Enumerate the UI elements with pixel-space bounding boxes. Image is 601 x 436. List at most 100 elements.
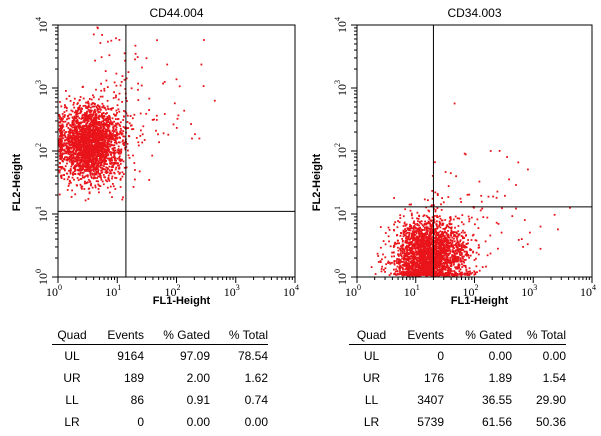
- event-dot: [93, 163, 96, 165]
- event-dot: [119, 163, 122, 165]
- event-dot: [411, 214, 413, 217]
- event-dot: [98, 143, 101, 146]
- event-dot: [58, 137, 61, 140]
- event-dot: [409, 209, 412, 212]
- event-dot: [82, 166, 85, 168]
- event-dot: [162, 82, 164, 85]
- event-dot: [142, 125, 145, 128]
- event-dot: [103, 168, 105, 171]
- event-dot: [462, 223, 465, 226]
- event-dot: [166, 63, 169, 66]
- event-dot: [430, 246, 432, 249]
- left-plot-panel: CD44.004 100 101 102 103 104 100 101 102 103 104 FL…: [0, 0, 300, 436]
- event-dot: [65, 152, 67, 155]
- event-dot: [82, 125, 84, 127]
- event-dot: [107, 150, 110, 152]
- event-dot: [388, 274, 391, 276]
- event-dot: [433, 228, 436, 231]
- event-dot: [58, 139, 61, 142]
- event-dot: [454, 250, 457, 253]
- event-dot: [83, 157, 85, 159]
- event-dot: [122, 130, 125, 133]
- event-dot: [71, 189, 73, 192]
- event-dot: [76, 162, 78, 165]
- event-dot: [105, 166, 108, 169]
- event-dot: [91, 151, 94, 154]
- event-dot: [106, 117, 109, 120]
- event-dot: [73, 118, 75, 120]
- event-dot: [421, 250, 424, 253]
- event-dot: [115, 166, 118, 169]
- event-dot: [104, 70, 107, 72]
- event-dot: [110, 158, 113, 161]
- event-dot: [63, 129, 65, 132]
- event-dot: [73, 148, 76, 151]
- event-dot: [77, 115, 79, 118]
- event-dot: [455, 255, 457, 258]
- event-dot: [114, 125, 117, 127]
- event-dot: [90, 129, 93, 132]
- event-dot: [434, 215, 436, 217]
- event-dot: [102, 160, 105, 163]
- axis-ticks: [52, 24, 296, 283]
- event-dot: [128, 157, 131, 159]
- event-dot: [77, 136, 80, 138]
- event-dot: [85, 136, 88, 139]
- event-dot: [113, 156, 115, 159]
- event-dot: [420, 258, 422, 261]
- event-dot: [75, 117, 78, 120]
- event-dot: [416, 250, 419, 253]
- event-dot: [413, 247, 416, 249]
- event-dot: [75, 129, 78, 132]
- event-dot: [117, 145, 120, 148]
- event-dot: [443, 254, 446, 257]
- event-dot: [434, 229, 437, 232]
- event-dot: [103, 115, 106, 117]
- event-dot: [108, 140, 111, 143]
- event-dot: [92, 127, 95, 130]
- event-dot: [404, 273, 406, 275]
- event-dot: [413, 234, 416, 237]
- event-dot: [69, 172, 72, 175]
- event-dot: [105, 163, 108, 165]
- event-dot: [103, 156, 106, 159]
- event-dot: [105, 172, 108, 174]
- event-dot: [448, 236, 451, 239]
- event-dot: [88, 136, 91, 139]
- event-dot: [112, 107, 114, 109]
- event-dot: [466, 251, 468, 254]
- event-dot: [427, 241, 430, 244]
- event-dot: [122, 139, 124, 142]
- event-dot: [81, 86, 84, 88]
- event-dot: [106, 142, 109, 144]
- event-dot: [446, 263, 449, 266]
- event-dot: [75, 135, 77, 138]
- event-dot: [124, 127, 126, 129]
- event-dot: [443, 264, 446, 267]
- event-dot: [95, 147, 98, 149]
- event-dot: [114, 156, 116, 159]
- event-dot: [402, 231, 405, 234]
- event-dot: [86, 174, 89, 177]
- event-dot: [80, 121, 82, 124]
- event-dot: [447, 236, 450, 239]
- event-dot: [58, 169, 61, 172]
- event-dot: [95, 129, 97, 132]
- event-dot: [82, 138, 85, 141]
- event-dot: [139, 135, 142, 137]
- event-dot: [92, 102, 95, 105]
- event-dot: [419, 230, 421, 233]
- event-dot: [101, 145, 104, 148]
- event-dot: [86, 155, 88, 158]
- event-dot: [81, 130, 84, 132]
- event-dot: [438, 245, 441, 247]
- event-dot: [96, 26, 99, 29]
- event-dot: [425, 237, 427, 239]
- event-dot: [416, 227, 419, 230]
- event-dot: [73, 130, 76, 133]
- event-dot: [114, 114, 116, 117]
- event-dot: [109, 151, 112, 153]
- event-dot: [93, 135, 96, 137]
- event-dot: [101, 148, 104, 151]
- event-dot: [430, 272, 432, 275]
